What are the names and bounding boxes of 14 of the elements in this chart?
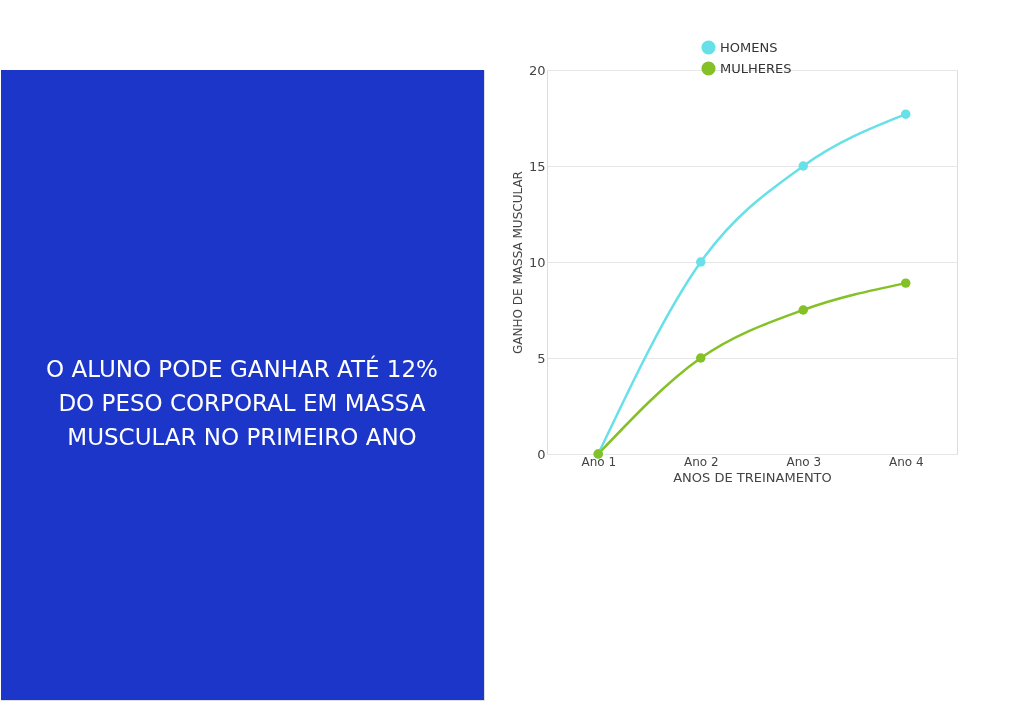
text: O ALUNO PODE GANHAR ATÉ 12% DO PESO CORPORAL EM MASSA MUSCULAR NO PRIMEIRO ANO [46,355,438,450]
x-tick-label: Ano 2 [683,454,719,469]
x-axis-title: ANOS DE TREINAMENTO [673,469,832,485]
y-tick-label: 20 [528,62,546,78]
x-tick-label: Ano 1 [581,454,617,469]
y-axis-title: GANHO DE MASSA MUSCULAR [510,171,525,354]
y-tick-label: 5 [537,350,546,366]
legend-label: HOMENS [720,39,778,55]
y-tick-label: 0 [537,446,546,462]
y-tick-label: 15 [528,158,546,174]
y-tick-label: 10 [528,254,546,270]
x-tick-label: Ano 4 [888,454,924,469]
x-tick-label: Ano 3 [786,454,822,469]
legend-label: MULHERES [720,60,792,76]
